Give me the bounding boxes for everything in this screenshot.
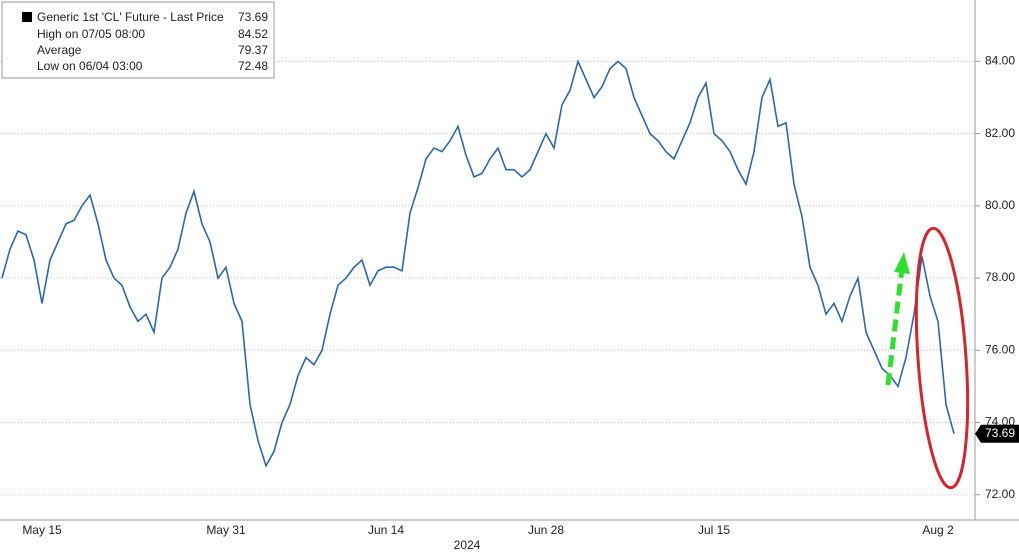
- trend-arrow: [885, 267, 905, 386]
- x-tick-label: May 15: [22, 523, 62, 537]
- x-tick-label: Aug 2: [922, 523, 954, 537]
- legend-last: 73.69: [238, 10, 268, 24]
- legend: Generic 1st 'CL' Future - Last Price 73.…: [1, 1, 275, 79]
- y-tick-label: 84.00: [985, 54, 1015, 68]
- y-tick-label: 82.00: [985, 126, 1015, 140]
- last-price-tag: [975, 424, 1019, 443]
- legend-stat-value: 72.48: [238, 59, 268, 73]
- legend-stat-label: Average: [37, 43, 82, 57]
- last-price-label: 73.69: [985, 426, 1015, 440]
- legend-stat-value: 79.37: [238, 43, 268, 57]
- legend-box: [1, 1, 275, 79]
- legend-stat-label: Low on 06/04 03:00: [37, 59, 143, 73]
- x-tick-label: May 31: [206, 523, 246, 537]
- legend-title: Generic 1st 'CL' Future - Last Price: [37, 10, 224, 24]
- y-tick-label: 72.00: [985, 487, 1015, 501]
- y-tick-label: 80.00: [985, 198, 1015, 212]
- y-tick-label: 78.00: [985, 270, 1015, 284]
- x-tick-label: Jun 28: [528, 523, 564, 537]
- price-line: [1, 59, 955, 468]
- legend-stat-label: High on 07/05 08:00: [37, 27, 145, 41]
- x-tick-label: Jul 15: [698, 523, 730, 537]
- x-tick-label: Jun 14: [368, 523, 404, 537]
- legend-swatch: [22, 12, 32, 22]
- y-tick-label: 76.00: [985, 342, 1015, 356]
- trend-arrow-head: [894, 252, 910, 274]
- highlight-ellipse: [914, 226, 970, 490]
- x-axis-label: 2024: [454, 538, 481, 552]
- legend-stat-value: 84.52: [238, 27, 268, 41]
